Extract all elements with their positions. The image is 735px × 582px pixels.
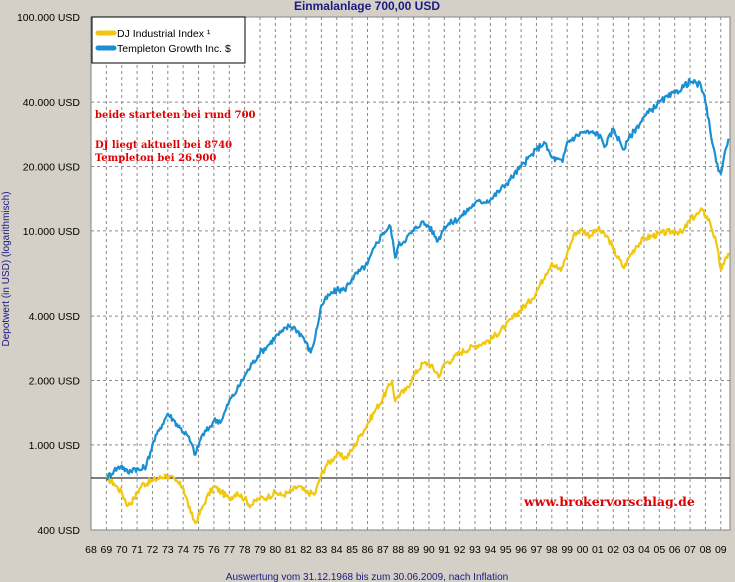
series-lines xyxy=(105,77,730,525)
annotation-dj: DJ liegt aktuell bei 8740 xyxy=(95,140,232,151)
x-tick-label: 72 xyxy=(147,544,159,556)
x-axis: 68 69 70 71 72 73 74 75 76 77 78 79 80 81 82 83 84 85 86 87… xyxy=(85,544,727,556)
x-tick-label: 00 xyxy=(577,544,589,556)
x-tick-label: 81 xyxy=(285,544,297,556)
y-tick-label: 1.000 USD xyxy=(29,440,81,452)
x-tick-label: 78 xyxy=(239,544,251,556)
x-tick-label: 90 xyxy=(423,544,435,556)
annotation-templeton: Templeton bei 26.900 xyxy=(95,153,216,164)
x-tick-label: 07 xyxy=(684,544,696,556)
x-tick-label: 76 xyxy=(208,544,220,556)
legend-label-dj: DJ Industrial Index ¹ xyxy=(117,28,211,40)
x-tick-label: 74 xyxy=(177,544,189,556)
x-tick-label: 85 xyxy=(346,544,358,556)
series-line-dj xyxy=(105,207,730,525)
legend: DJ Industrial Index ¹ Templeton Growth I… xyxy=(91,16,246,64)
x-tick-label: 05 xyxy=(653,544,665,556)
x-tick-label: 77 xyxy=(223,544,235,556)
y-tick-label: 10.000 USD xyxy=(23,226,81,238)
x-tick-label: 83 xyxy=(316,544,328,556)
x-tick-label: 68 xyxy=(85,544,97,556)
x-tick-label: 70 xyxy=(116,544,128,556)
x-tick-label: 88 xyxy=(392,544,404,556)
y-axis-label: Depotwert (in USD) (logarithmisch) xyxy=(1,191,12,346)
website-watermark: www.brokervorschlag.de xyxy=(523,494,695,509)
y-tick-label: 20.000 USD xyxy=(23,162,81,174)
x-tick-label: 92 xyxy=(454,544,466,556)
y-axis: 100.000 USD 40.000 USD 20.000 USD 10.000 US… xyxy=(17,12,80,537)
x-tick-label: 99 xyxy=(561,544,573,556)
x-tick-label: 84 xyxy=(331,544,343,556)
x-tick-label: 02 xyxy=(607,544,619,556)
x-tick-label: 82 xyxy=(300,544,312,556)
chart-title: Einmalanlage 700,00 USD xyxy=(294,0,440,13)
x-tick-label: 09 xyxy=(715,544,727,556)
x-tick-label: 86 xyxy=(362,544,374,556)
x-tick-label: 96 xyxy=(515,544,527,556)
x-tick-label: 80 xyxy=(269,544,281,556)
x-tick-label: 08 xyxy=(700,544,712,556)
x-tick-label: 98 xyxy=(546,544,558,556)
plot-background xyxy=(90,16,731,531)
x-tick-label: 93 xyxy=(469,544,481,556)
x-tick-label: 73 xyxy=(162,544,174,556)
x-tick-label: 01 xyxy=(592,544,604,556)
legend-box xyxy=(91,16,246,64)
x-tick-label: 71 xyxy=(131,544,143,556)
y-tick-label: 100.000 USD xyxy=(17,12,80,24)
y-tick-label: 400 USD xyxy=(37,525,80,537)
plot-area xyxy=(90,16,731,531)
x-tick-label: 04 xyxy=(638,544,650,556)
footer-note: Auswertung vom 31.12.1968 bis zum 30.06.… xyxy=(226,572,508,582)
x-tick-label: 87 xyxy=(377,544,389,556)
x-tick-label: 06 xyxy=(669,544,681,556)
x-tick-label: 95 xyxy=(500,544,512,556)
x-tick-label: 69 xyxy=(101,544,113,556)
y-tick-label: 4.000 USD xyxy=(29,311,81,323)
annotation-start: beide starteten bei rund 700 xyxy=(95,110,256,121)
x-tick-label: 03 xyxy=(623,544,635,556)
x-tick-label: 75 xyxy=(193,544,205,556)
legend-label-templeton: Templeton Growth Inc. $ xyxy=(117,43,231,55)
x-tick-label: 97 xyxy=(531,544,543,556)
series-line-templeton xyxy=(105,77,730,481)
x-tick-label: 94 xyxy=(485,544,497,556)
y-tick-label: 40.000 USD xyxy=(23,97,81,109)
x-tick-label: 89 xyxy=(408,544,420,556)
x-tick-label: 91 xyxy=(438,544,450,556)
y-tick-label: 2.000 USD xyxy=(29,375,81,387)
x-tick-label: 79 xyxy=(254,544,266,556)
